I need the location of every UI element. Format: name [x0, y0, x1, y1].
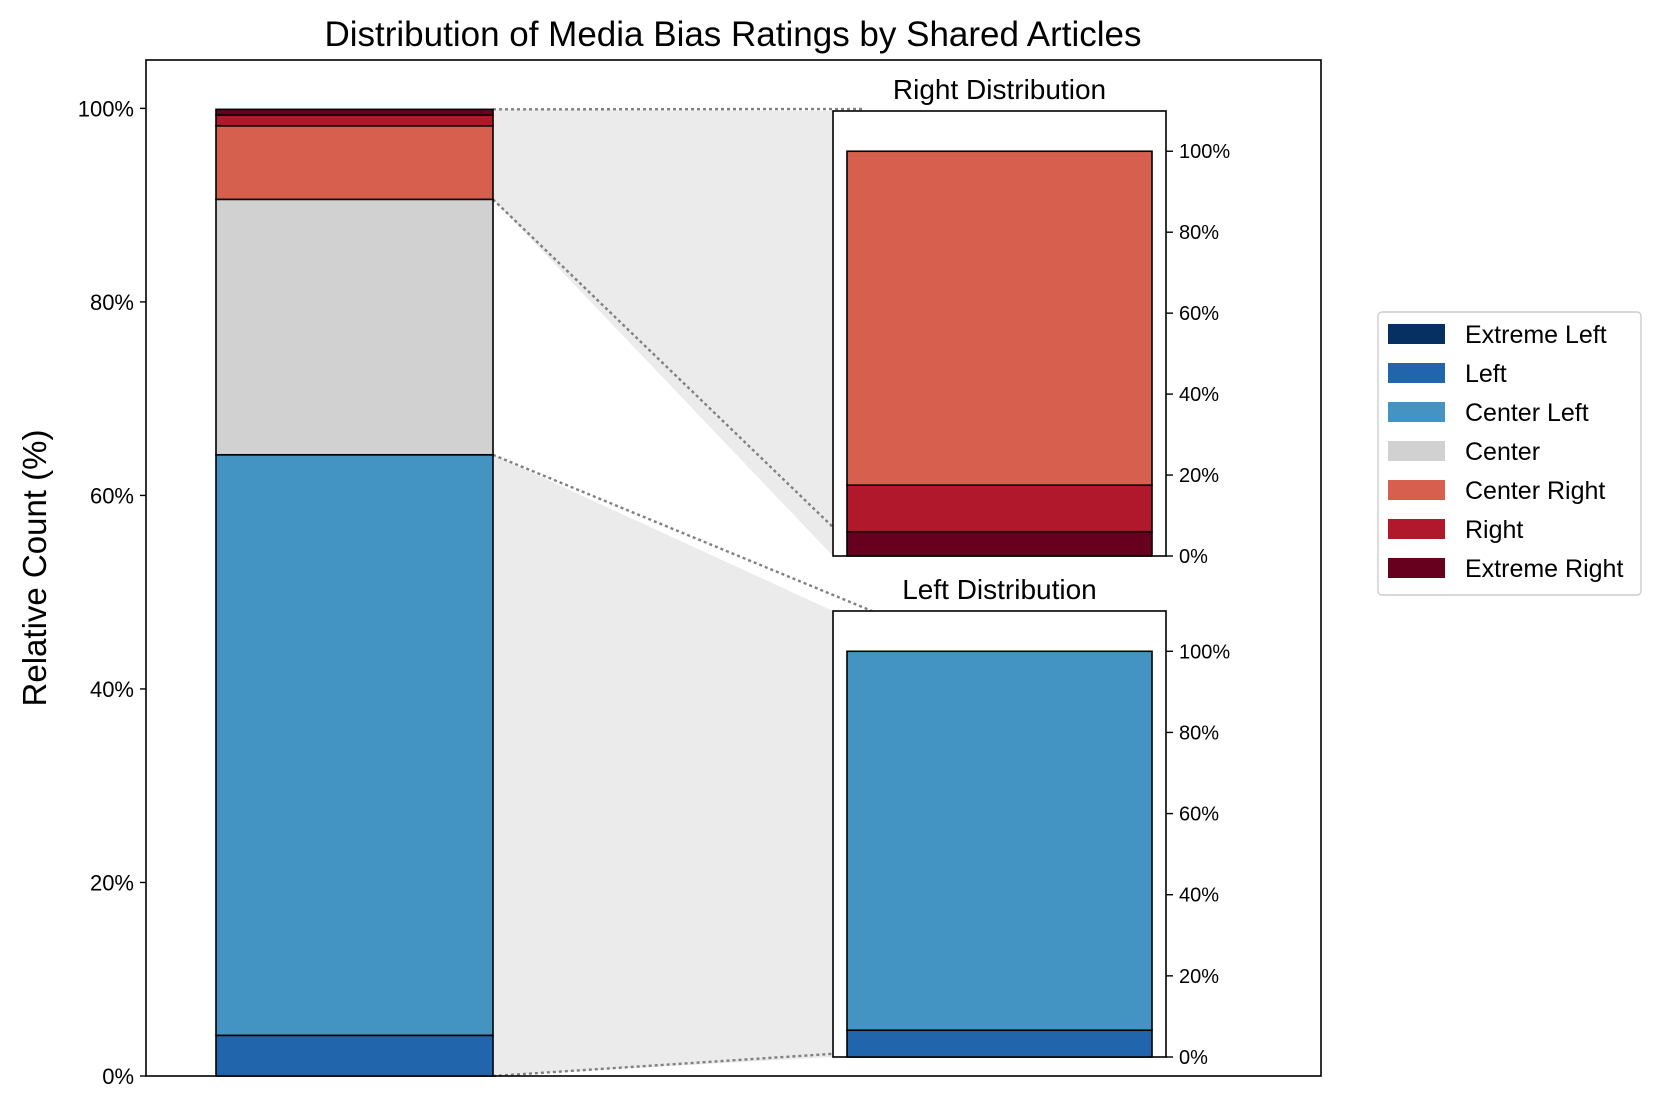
inset-bar-left: [846, 1029, 1153, 1058]
inset-y-tick-label: 80%: [1179, 722, 1219, 744]
y-tick-label: 80%: [90, 290, 134, 315]
legend-swatch-right: [1388, 519, 1445, 539]
main-stacked-bar: [215, 108, 494, 1077]
y-tick-label: 60%: [90, 483, 134, 508]
legend-label-center: Center: [1465, 438, 1540, 466]
left-zoom-region: [493, 454, 833, 1076]
y-axis-label: Relative Count (%): [16, 430, 53, 707]
inset-title: Left Distribution: [902, 574, 1097, 605]
inset-bar-right: [846, 484, 1153, 533]
inset-y-tick-label: 0%: [1179, 546, 1208, 568]
legend-swatch-left: [1388, 363, 1445, 383]
right-connector-bottom: [492, 198, 838, 532]
y-tick-label: 100%: [78, 96, 134, 121]
inset-y-tick-label: 20%: [1179, 465, 1219, 487]
legend-swatch-extreme-right: [1388, 558, 1445, 578]
inset-bar-center-left: [846, 650, 1153, 1032]
legend-label-center-right: Center Right: [1465, 477, 1605, 505]
right-distribution-inset: Right Distribution 0% 20% 40% 60% 80% 100%: [832, 74, 1230, 568]
y-tick-label: 0%: [102, 1064, 134, 1089]
inset-bar-extreme-right: [846, 530, 1153, 557]
legend-label-extreme-left: Extreme Left: [1465, 321, 1607, 349]
y-tick-label: 20%: [90, 870, 134, 895]
zoom-connectors: [492, 107, 873, 1078]
inset-y-tick-label: 0%: [1179, 1047, 1208, 1069]
left-connector-bottom: [492, 1051, 846, 1078]
main-bar-extreme-right: [215, 108, 494, 116]
main-bar-center-right: [215, 124, 494, 201]
left-connector-top: [492, 453, 873, 613]
legend-label-left: Left: [1465, 360, 1507, 388]
legend-label-center-left: Center Left: [1465, 399, 1589, 427]
inset-y-tick-label: 100%: [1179, 641, 1230, 663]
inset-y-tick-label: 60%: [1179, 804, 1219, 826]
main-y-axis: 0% 20% 40% 60% 80% 100%: [78, 96, 146, 1089]
inset-y-tick-label: 60%: [1179, 303, 1219, 325]
inset-y-tick-label: 80%: [1179, 222, 1219, 244]
inset-bar-center-right: [846, 150, 1153, 486]
inset-title: Right Distribution: [893, 74, 1106, 105]
main-plot-frame: [145, 59, 1322, 1077]
legend-label-right: Right: [1465, 516, 1523, 544]
main-bar-center: [215, 198, 494, 456]
inset-y-tick-label: 20%: [1179, 966, 1219, 988]
legend: Extreme Left Left Center Left Center Center …: [1377, 311, 1642, 596]
main-bar-right: [215, 114, 494, 127]
y-tick-label: 40%: [90, 677, 134, 702]
main-bar-left: [215, 1034, 494, 1077]
inset-y-tick-label: 40%: [1179, 384, 1219, 406]
left-distribution-inset: Left Distribution 0% 20% 40% 60% 80% 100%: [832, 574, 1230, 1069]
right-zoom-region: [493, 109, 833, 556]
inset-y-tick-label: 40%: [1179, 885, 1219, 907]
legend-swatch-extreme-left: [1388, 324, 1445, 344]
legend-swatch-center-left: [1388, 402, 1445, 422]
legend-swatch-center: [1388, 441, 1445, 461]
chart-title: Distribution of Media Bias Ratings by Sh…: [324, 15, 1141, 54]
main-bar-center-left: [215, 453, 494, 1037]
inset-y-tick-label: 100%: [1179, 141, 1230, 163]
legend-label-extreme-right: Extreme Right: [1465, 555, 1623, 583]
legend-swatch-center-right: [1388, 480, 1445, 500]
